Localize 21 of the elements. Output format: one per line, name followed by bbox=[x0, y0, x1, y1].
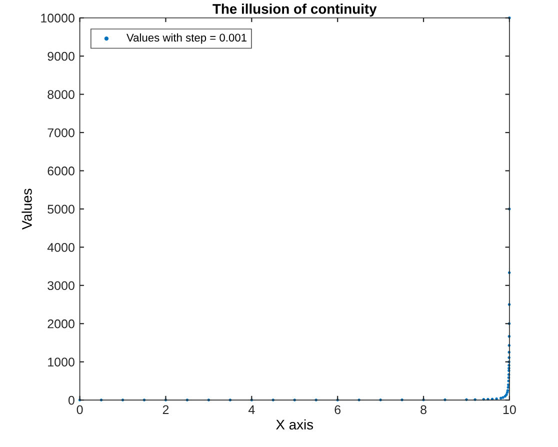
y-axis-title: Values bbox=[22, 188, 32, 230]
y-tick-label: 0 bbox=[68, 396, 74, 405]
x-tick-label: 10 bbox=[503, 405, 516, 414]
y-tick-label: 7000 bbox=[48, 128, 74, 138]
x-tick-label: 2 bbox=[162, 405, 169, 414]
y-tick-label: 2000 bbox=[48, 319, 74, 328]
x-axis-title: X axis bbox=[276, 419, 314, 430]
legend-label: Values with step = 0.001 bbox=[126, 33, 246, 44]
y-tick-label: 1000 bbox=[48, 358, 74, 366]
y-tick-label: 5000 bbox=[48, 204, 74, 214]
x-tick-label: 0 bbox=[76, 405, 83, 414]
y-tick-label: 10000 bbox=[41, 14, 74, 23]
y-tick-label: 9000 bbox=[48, 52, 74, 61]
x-tick-label: 6 bbox=[334, 405, 341, 414]
y-tick-label: 4000 bbox=[47, 242, 74, 252]
y-tick-label: 8000 bbox=[48, 90, 74, 99]
chart-title: The illusion of continuity bbox=[212, 4, 377, 17]
y-tick-label: 6000 bbox=[48, 166, 74, 176]
x-tick-label: 4 bbox=[248, 405, 255, 414]
x-tick-label: 8 bbox=[420, 405, 426, 414]
y-tick-label: 3000 bbox=[48, 281, 74, 290]
